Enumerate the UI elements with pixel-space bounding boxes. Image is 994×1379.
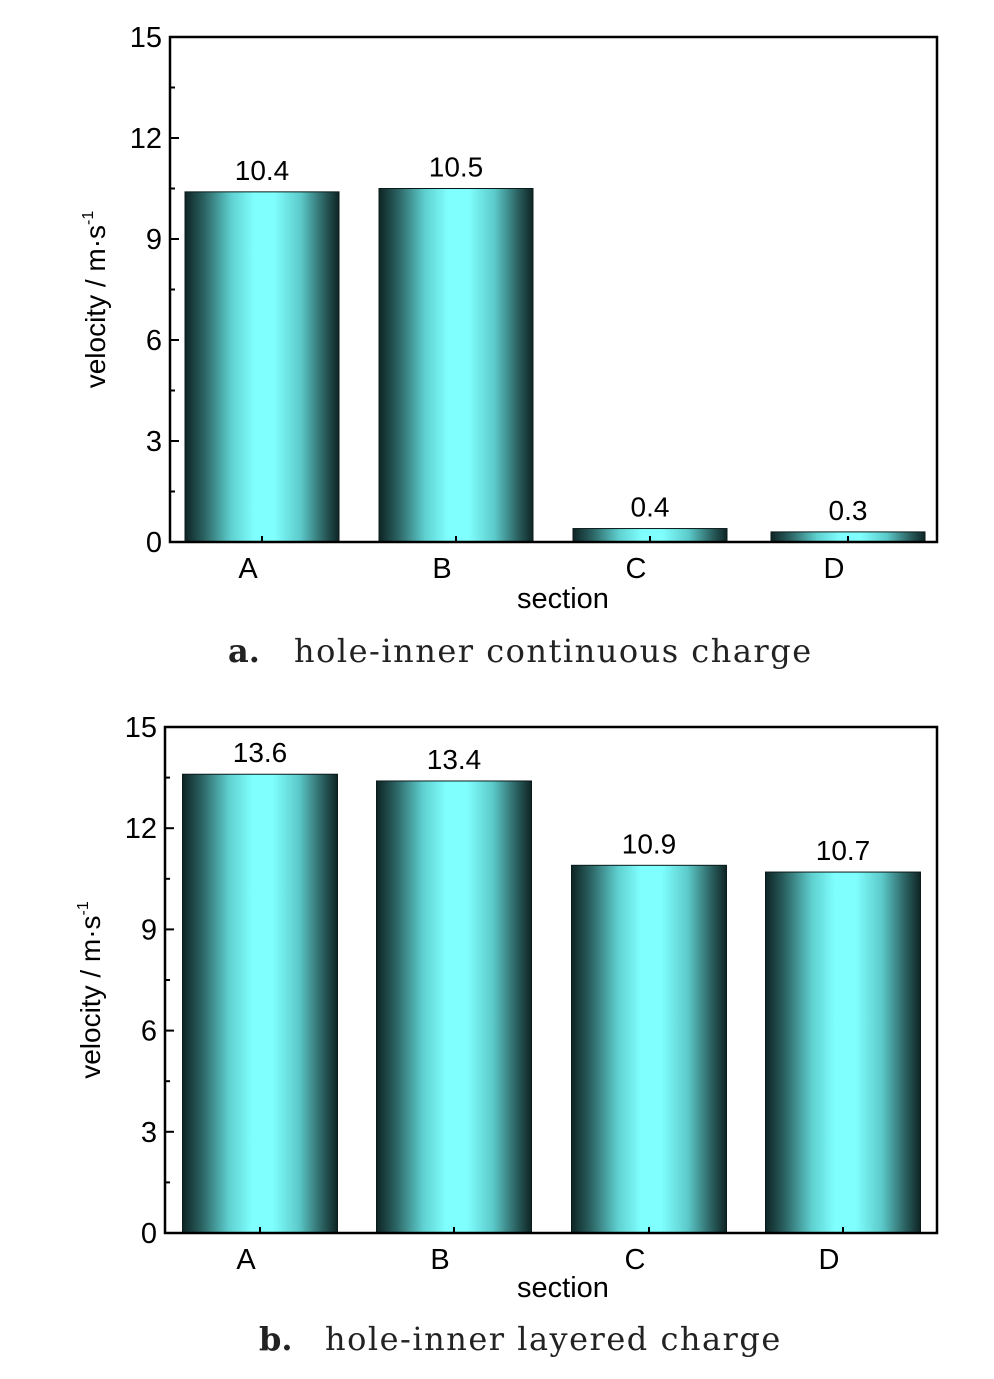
y-tick-label: 6 (141, 1016, 157, 1048)
caption-text: hole-inner layered charge (325, 1320, 782, 1358)
x-tick-label-D: D (824, 553, 845, 585)
x-tick-label-C: C (626, 553, 647, 585)
caption-letter: a. (228, 632, 260, 670)
y-tick-label: 15 (130, 22, 162, 54)
x-tick-label-A: A (236, 1244, 256, 1276)
y-tick-label: 12 (130, 123, 162, 155)
bar-B (376, 780, 532, 1234)
x-tick-label-C: C (625, 1244, 646, 1276)
data-label-A: 13.6 (233, 737, 288, 768)
bar-A (182, 773, 338, 1234)
x-tick-label-A: A (238, 553, 258, 585)
data-label-D: 0.3 (829, 495, 868, 526)
x-axis-label: section (517, 1272, 609, 1304)
bar-A (184, 191, 340, 543)
data-label-C: 0.4 (631, 492, 670, 523)
caption-letter: b. (259, 1320, 293, 1358)
data-label-D: 10.7 (816, 835, 871, 866)
x-axis-label: section (517, 583, 609, 615)
caption-text: hole-inner continuous charge (294, 632, 813, 670)
data-label-B: 10.5 (429, 152, 484, 183)
y-tick-label: 9 (146, 224, 162, 256)
x-tick-label-B: B (432, 553, 451, 585)
y-axis-label: velocity / m·s-1 (80, 211, 111, 389)
y-tick-label: 3 (146, 426, 162, 458)
y-tick-label: 12 (125, 813, 157, 845)
y-tick-label: 15 (125, 712, 157, 744)
y-tick-label: 3 (141, 1117, 157, 1149)
y-tick-label: 0 (146, 527, 162, 559)
bar-D (765, 871, 921, 1234)
x-tick-label-B: B (430, 1244, 449, 1276)
data-label-B: 13.4 (427, 744, 482, 775)
bar-B (378, 188, 534, 543)
y-tick-label: 6 (146, 325, 162, 357)
y-axis-label: velocity / m·s-1 (75, 901, 106, 1079)
data-label-A: 10.4 (235, 155, 290, 186)
x-tick-label-D: D (819, 1244, 840, 1276)
y-tick-label: 9 (141, 914, 157, 946)
bar-C (571, 864, 727, 1234)
data-label-C: 10.9 (622, 828, 677, 859)
y-tick-label: 0 (141, 1218, 157, 1250)
